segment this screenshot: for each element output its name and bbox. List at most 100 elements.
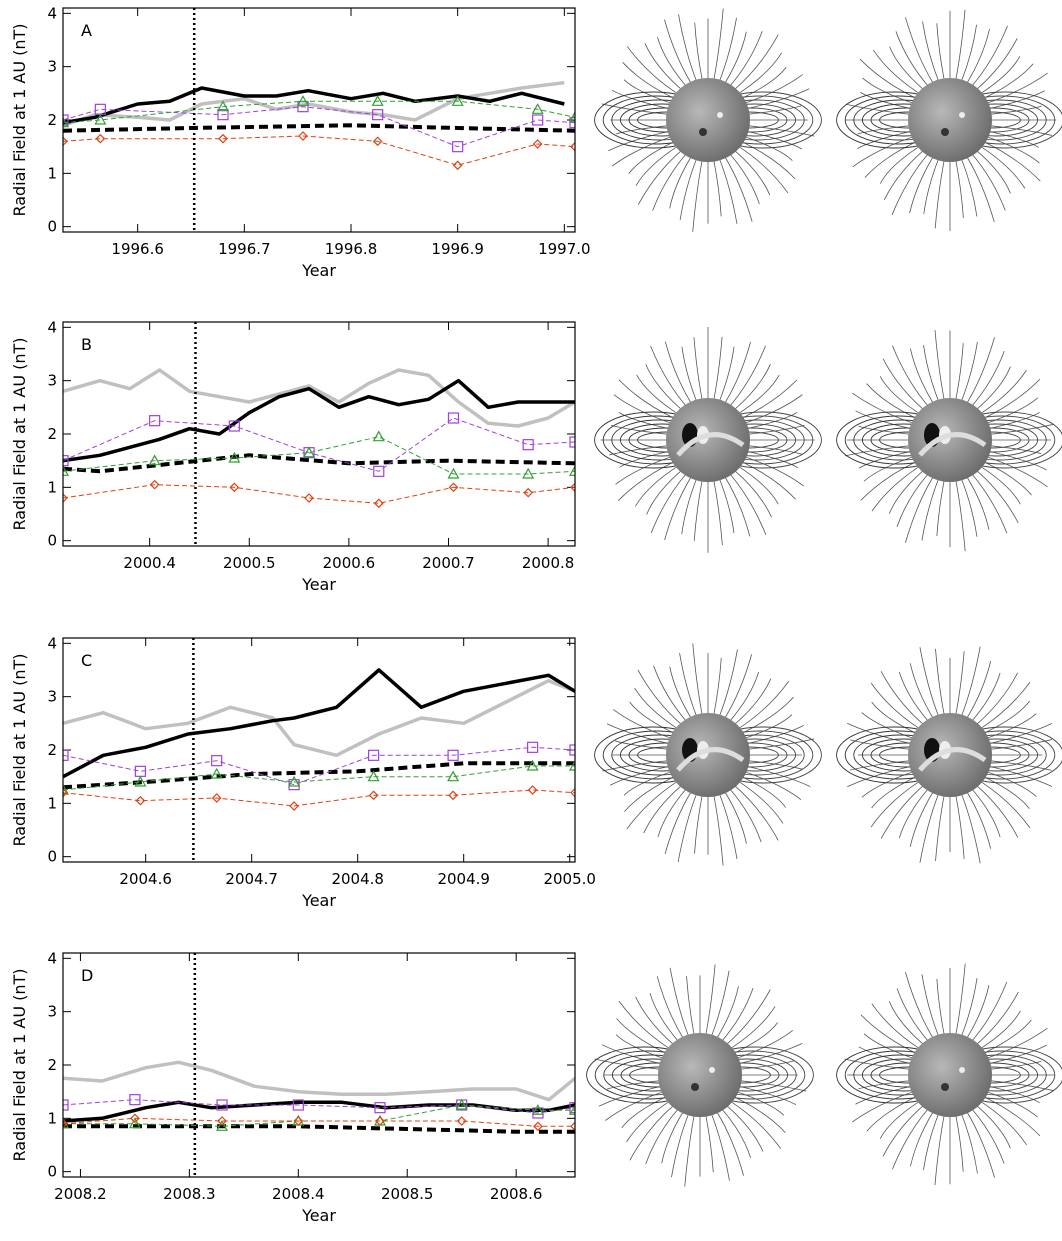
field-line: [866, 1096, 917, 1132]
marker: [130, 1113, 140, 1124]
field-line: [628, 141, 675, 174]
marker: [367, 770, 380, 782]
field-line: [871, 776, 917, 809]
marker: [532, 139, 543, 149]
field-line: [980, 145, 1026, 189]
field-line: [710, 1113, 730, 1181]
series-line: [63, 1117, 575, 1127]
field-line: [989, 105, 1042, 115]
marker: [447, 412, 460, 424]
series-line: [63, 678, 575, 758]
field-line: [611, 136, 672, 167]
field-line: [718, 346, 735, 402]
field-line: [724, 156, 753, 222]
field-line: [850, 739, 911, 750]
marker: [523, 487, 534, 498]
marker: [570, 787, 575, 798]
sun-image: [594, 8, 822, 232]
field-line: [864, 141, 917, 178]
sun-band: [918, 747, 987, 772]
field-line: [936, 23, 945, 81]
y-tick-label: 4: [47, 318, 57, 336]
sun-spot: [959, 112, 965, 118]
field-line: [852, 392, 914, 424]
field-line: [741, 141, 796, 180]
sun-disk: [908, 78, 992, 162]
field-line: [966, 476, 990, 530]
field-line: [713, 336, 723, 401]
field-line: [986, 72, 1048, 104]
series-line: [63, 436, 575, 475]
field-line: [955, 651, 965, 716]
series-line: [63, 1100, 575, 1123]
field-line: [739, 1080, 807, 1092]
sun-band: [676, 747, 745, 772]
x-tick-label: 2000.5: [223, 554, 276, 572]
field-line: [721, 987, 754, 1042]
marker: [526, 759, 539, 771]
field-line: [694, 22, 703, 81]
field-line: [747, 738, 815, 750]
field-line: [738, 1043, 803, 1065]
y-tick-label: 2: [47, 425, 57, 443]
field-line: [710, 970, 730, 1037]
field-line: [955, 159, 964, 219]
field-line: [721, 1108, 751, 1158]
field-line: [733, 678, 772, 726]
sun-image: [594, 643, 822, 866]
field-line: [975, 1104, 1011, 1149]
field-line: [860, 91, 912, 110]
field-line: [615, 456, 672, 485]
field-line: [909, 791, 934, 847]
field-line: [966, 1111, 995, 1178]
marker: [531, 103, 544, 114]
marker: [532, 114, 544, 126]
marker: [526, 741, 539, 753]
plot-frame: [62, 637, 576, 863]
field-line: [744, 714, 793, 739]
field-line: [989, 760, 1052, 771]
marker: [63, 116, 70, 128]
field-line: [713, 657, 722, 716]
field-line: [960, 1113, 978, 1174]
field-line: [624, 776, 675, 812]
field-line: [733, 1022, 778, 1054]
marker: [94, 113, 107, 125]
field-line: [669, 156, 692, 209]
y-tick-label: 1: [47, 164, 57, 182]
marker: [533, 1121, 543, 1132]
field-line: [679, 653, 698, 717]
sun-image: [836, 646, 1062, 864]
series-line: [63, 1060, 575, 1102]
field-line: [983, 700, 1030, 734]
field-line: [844, 445, 911, 457]
marker: [289, 801, 299, 811]
series-line: [63, 135, 575, 166]
marker: [374, 1102, 386, 1114]
marker: [63, 465, 70, 476]
y-tick-label: 2: [47, 111, 57, 129]
x-axis-label: Year: [301, 1206, 336, 1225]
field-line: [873, 49, 920, 95]
field-line: [895, 31, 929, 87]
field-line: [657, 788, 687, 838]
series-line: [63, 484, 575, 504]
field-line: [602, 760, 669, 772]
sun-spot: [941, 1083, 949, 1091]
field-line: [725, 1104, 764, 1152]
y-axis-label: Radial Field at 1 AU (nT): [10, 968, 29, 1161]
field-line: [746, 130, 803, 150]
field-line: [744, 136, 793, 161]
field-line: [623, 79, 672, 104]
marker: [95, 133, 106, 144]
marker: [375, 1116, 385, 1126]
field-line: [847, 722, 912, 745]
marker: [129, 1094, 141, 1106]
field-line: [858, 1080, 911, 1090]
field-line: [971, 788, 1001, 838]
field-line: [747, 425, 805, 435]
field-line: [870, 682, 920, 730]
field-line: [955, 794, 965, 859]
field-line: [652, 153, 687, 211]
field-line: [718, 478, 735, 534]
